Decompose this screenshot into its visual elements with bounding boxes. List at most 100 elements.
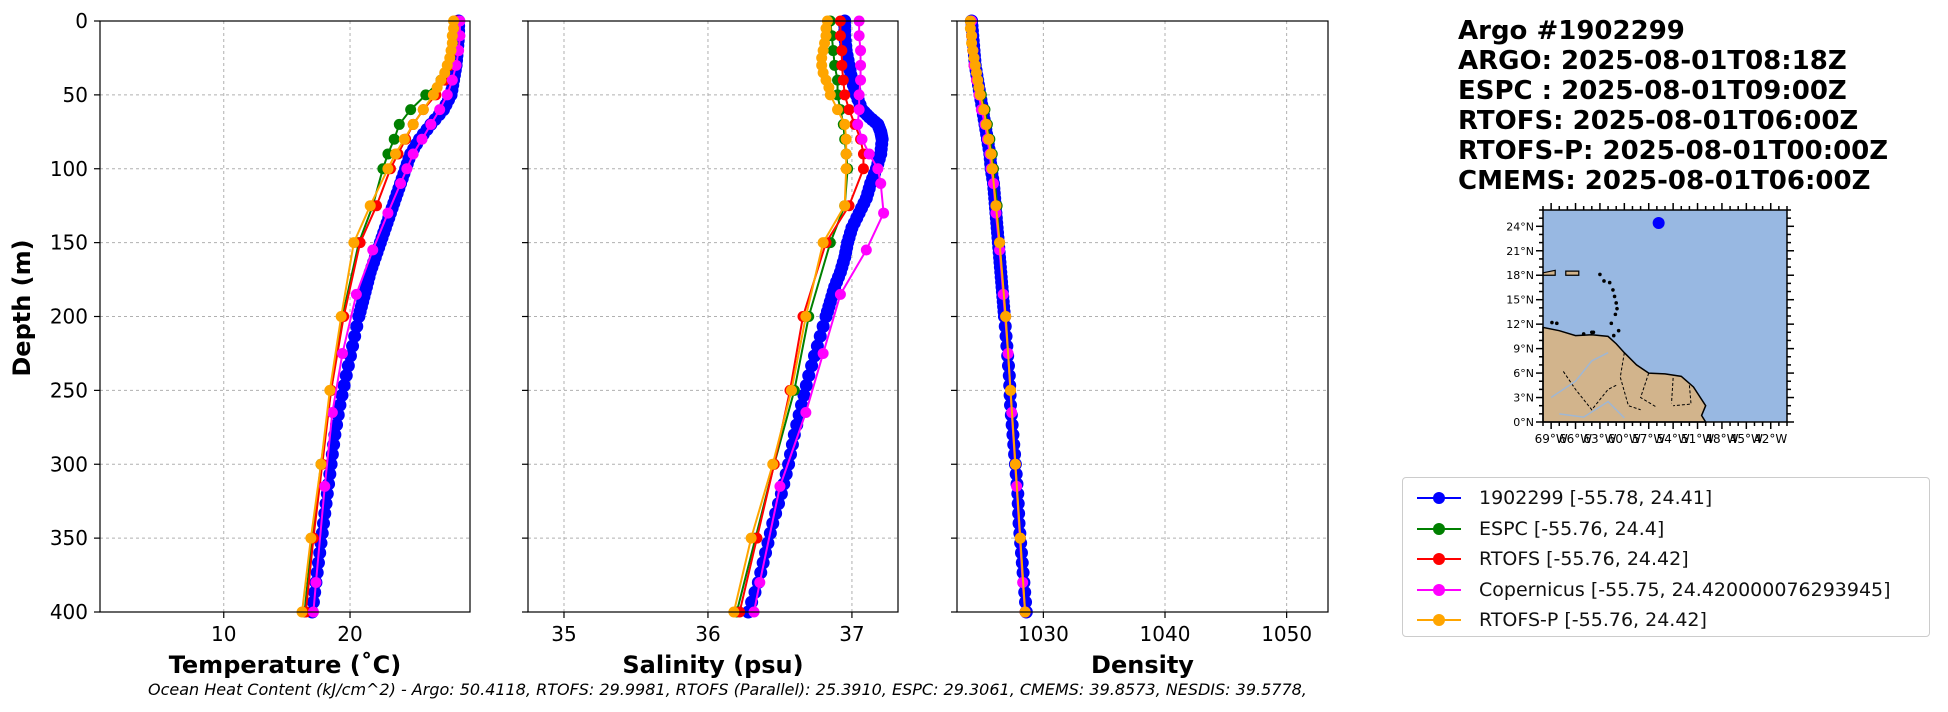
legend-label: RTOFS-P [-55.76, 24.42] [1479,609,1707,631]
argo-point [352,310,366,323]
x-tick-label: 37 [839,622,864,646]
data-point-rtofs-p [767,458,779,470]
argo-point [802,369,816,383]
y-tick-label: 0 [75,9,88,33]
map-lat-label: 6°N [1513,367,1534,380]
data-point-copernicus [434,104,446,116]
y-tick-label: 250 [50,378,88,402]
map-island-dot [1609,321,1614,326]
map-island-dot [1555,321,1559,326]
legend-item: RTOFS [-55.76, 24.42] [1411,545,1689,573]
data-point-copernicus [450,59,462,71]
float-location-marker [1652,216,1665,229]
map-lon-label: 45°W [1730,432,1763,446]
map-lon-label: 42°W [1754,432,1787,446]
data-point-copernicus [878,207,890,219]
data-point-rtofs [843,104,855,116]
argo-point [350,319,364,333]
argo-time: ARGO: 2025-08-01T08:18Z [1458,46,1847,76]
map-island-dot [1612,294,1617,299]
data-point-rtofs-p [348,237,360,249]
argo-point [799,378,813,392]
data-point-copernicus [817,347,829,359]
legend-item: ESPC [-55.76, 24.4] [1411,515,1664,543]
map-land [1542,326,1708,423]
data-point-copernicus [425,118,437,130]
data-point-copernicus [872,163,884,175]
map-island-dot [1602,279,1606,283]
data-point-rtofs-p [839,200,851,212]
legend-label: ESPC [-55.76, 24.4] [1479,517,1665,540]
data-point-copernicus [367,244,379,256]
x-tick-label: 36 [695,622,720,646]
density-panel: 1030 1040 1050 Density [951,14,1329,679]
map-river [1559,400,1625,419]
map-border [1619,352,1641,411]
data-point-rtofs-p [800,311,812,322]
x-tick-label: 35 [551,622,576,646]
data-point-espc [382,148,394,160]
data-point-rtofs-p [824,89,836,101]
depth-axis-label: Depth (m) [8,239,36,376]
map-island-dot [1611,288,1615,292]
data-point-copernicus [401,163,413,175]
x-axis-label: Salinity (psu) [622,651,803,679]
data-point-rtofs-p [840,148,852,160]
argo-point [313,546,327,560]
argo-point [754,566,768,580]
x-tick-label: 1040 [1140,622,1191,646]
map-island-dot [1550,320,1554,325]
data-point-rtofs-p [315,458,327,470]
map-lat-label: 24°N [1506,220,1534,233]
data-point-copernicus [350,288,362,300]
temperature-panel: 0 50 100 150 200 250 300 350 400 10 20 Temperature … [50,9,471,679]
data-point-rtofs-p [832,104,844,116]
data-point-copernicus [754,576,766,588]
data-point-copernicus [326,407,338,419]
y-tick-label: 150 [50,231,88,255]
data-point-copernicus [336,347,348,359]
map-lat-label: 21°N [1506,245,1534,258]
data-point-rtofs-p [839,118,851,130]
map-lon-label: 63°W [1583,432,1616,446]
data-point-copernicus [407,148,419,160]
map-island-dot [1591,330,1596,335]
data-point-rtofs-p [990,200,1002,212]
rtofs-time: RTOFS: 2025-08-01T06:00Z [1458,106,1859,136]
argo-point [813,329,827,343]
y-tick-label: 400 [50,600,88,624]
map-lon-label: 54°W [1657,432,1690,446]
map-lat-label: 9°N [1513,343,1534,356]
map-island-dot [1611,333,1616,338]
data-point-rtofs-p [840,163,852,175]
data-point-rtofs-p [817,237,829,249]
map-island [1565,270,1580,276]
map-lon-label: 57°W [1632,432,1665,446]
data-point-rtofs-p [427,89,439,101]
argo-point [769,507,783,520]
map-lon-label: 48°W [1705,432,1738,446]
float-info-block: Argo #1902299 ARGO: 2025-08-01T08:18Z ES… [1458,16,1888,196]
data-point-copernicus [319,480,331,492]
data-point-rtofs-p [1009,458,1021,470]
y-tick-label: 200 [50,305,88,329]
argo-point [335,388,349,402]
data-point-copernicus [446,74,458,86]
data-point-rtofs [836,45,848,57]
map-lat-label: 3°N [1513,392,1534,405]
data-point-rtofs-p [1005,384,1017,396]
data-point-copernicus [774,480,786,492]
data-point-copernicus [856,133,868,145]
argo-point [819,310,833,323]
data-point-copernicus [855,45,867,57]
legend-swatch-icon [1411,515,1467,543]
argo-point [315,526,329,540]
map-border [1673,385,1692,407]
data-point-copernicus [853,89,865,101]
legend-item: 1902299 [-55.78, 24.41] [1411,484,1712,512]
data-point-copernicus [454,30,466,42]
data-point-rtofs-p [335,311,347,322]
map-lon-label: 60°W [1608,432,1641,446]
map-island-dot [1581,332,1586,336]
data-point-copernicus [441,89,453,101]
